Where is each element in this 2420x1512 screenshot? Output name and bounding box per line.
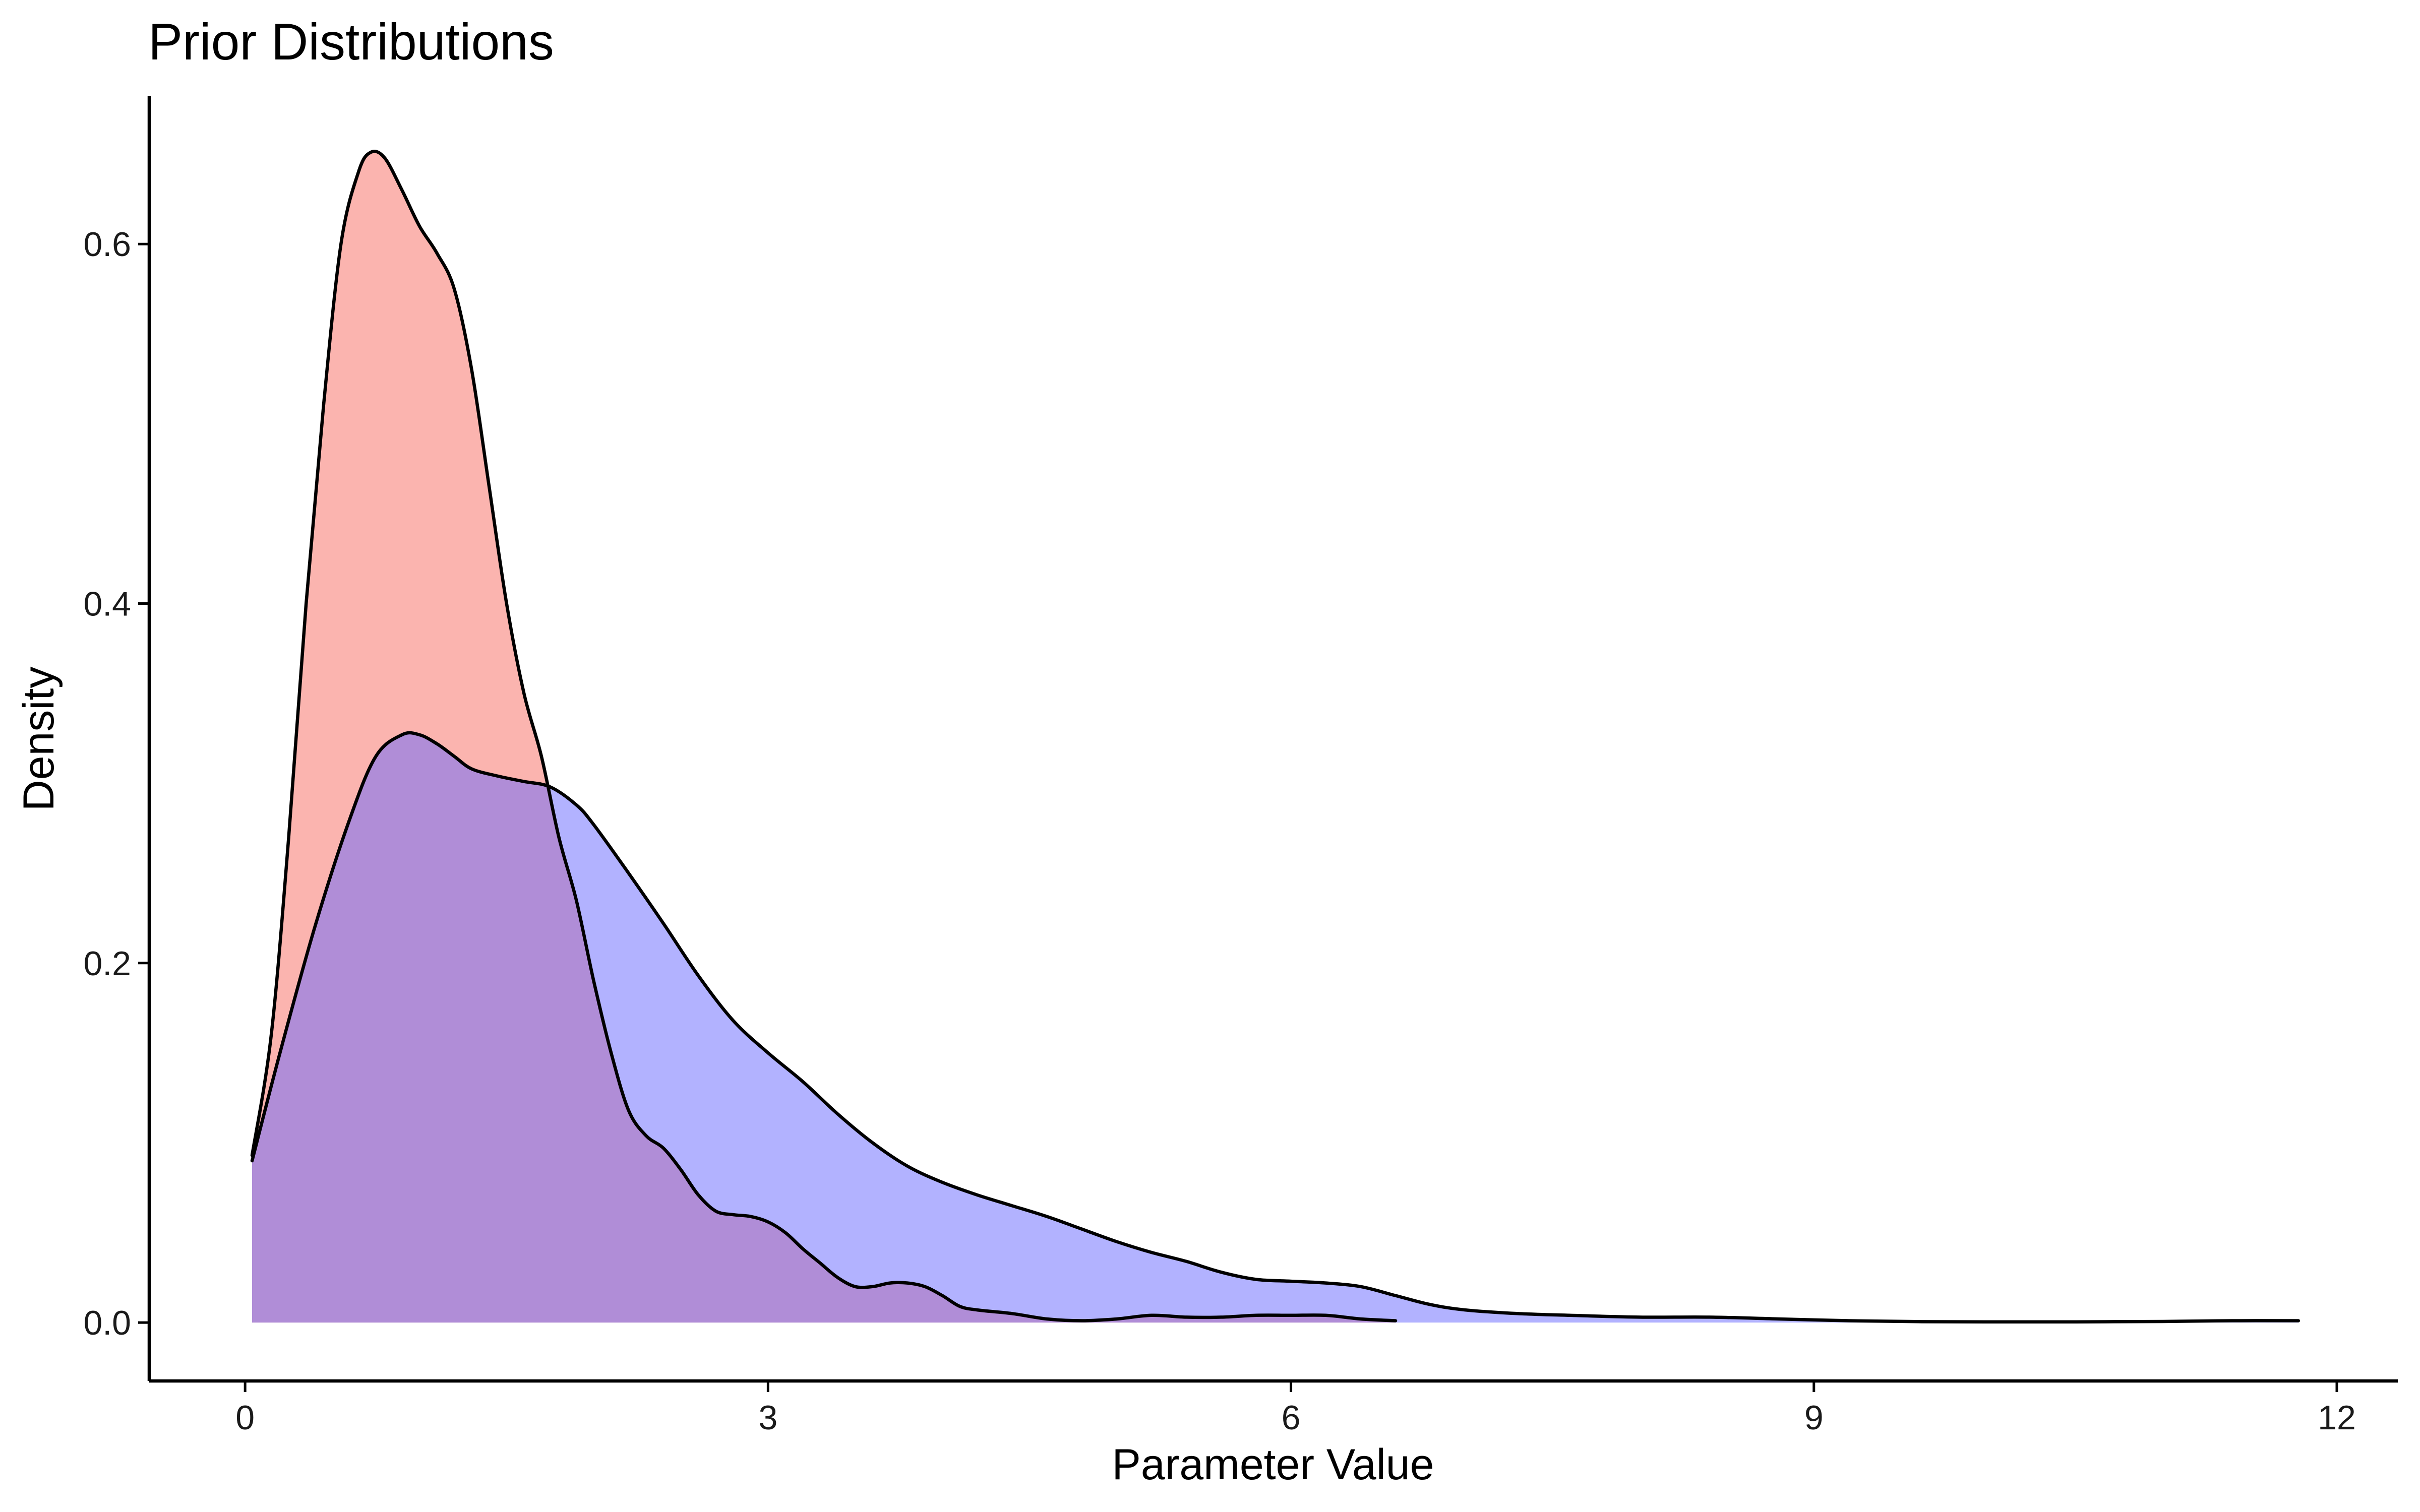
y-axis-title: Density — [15, 667, 63, 811]
x-tick-label: 12 — [2318, 1399, 2356, 1437]
y-tick-label: 0.2 — [83, 944, 131, 983]
x-axis-title: Parameter Value — [1112, 1440, 1434, 1489]
density-area-fill-2 — [252, 732, 2298, 1323]
chart-title: Prior Distributions — [148, 13, 554, 71]
density-curve-1 — [250, 149, 1398, 1322]
y-tick-label: 0.4 — [83, 585, 131, 623]
x-axis-ticks: 0 3 6 9 12 — [235, 1381, 2356, 1437]
y-tick-label: 0.0 — [83, 1304, 131, 1342]
y-axis-ticks: 0.0 0.2 0.4 0.6 — [83, 225, 149, 1342]
x-tick-label: 0 — [235, 1399, 255, 1437]
x-tick-label: 6 — [1282, 1399, 1301, 1437]
x-tick-label: 3 — [758, 1399, 777, 1437]
y-tick-label: 0.6 — [83, 225, 131, 264]
density-curve-2 — [250, 731, 2301, 1324]
x-tick-label: 9 — [1804, 1399, 1824, 1437]
density-areas — [250, 149, 2301, 1324]
